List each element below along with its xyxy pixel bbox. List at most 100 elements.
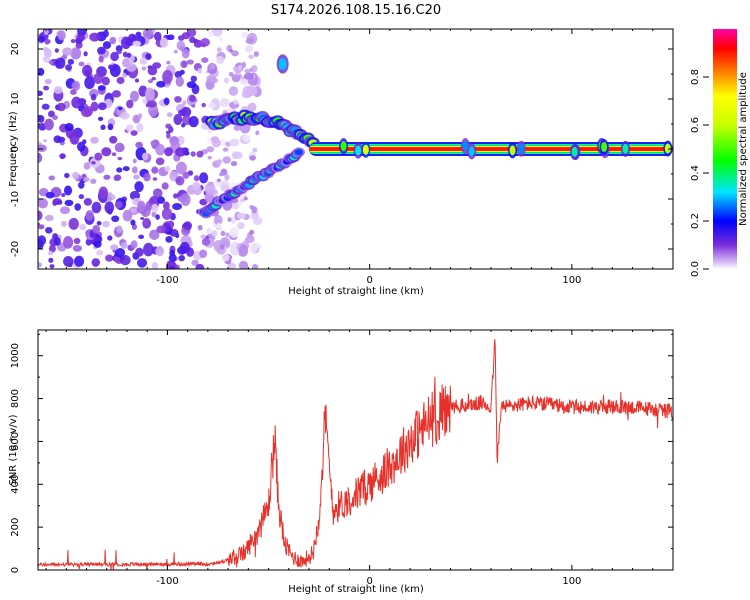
noise-speckle: [172, 202, 183, 211]
noise-speckle: [71, 96, 82, 109]
noise-speckle: [129, 208, 137, 214]
noise-speckle: [119, 255, 131, 266]
noise-speckle: [107, 192, 113, 198]
noise-speckle: [197, 224, 203, 231]
noise-speckle: [166, 133, 171, 139]
noise-speckle: [142, 29, 154, 38]
noise-speckle: [222, 156, 232, 164]
noise-speckle: [78, 181, 85, 189]
noise-speckle: [121, 58, 130, 68]
spectrogram-content: [38, 29, 673, 269]
noise-speckle: [48, 250, 53, 256]
carrier-bump: [622, 143, 629, 154]
noise-speckle: [53, 237, 61, 246]
noise-speckle: [165, 235, 173, 243]
noise-speckle: [91, 201, 102, 214]
noise-speckle: [64, 172, 70, 179]
noise-speckle: [227, 262, 237, 269]
noise-speckle: [38, 35, 45, 43]
snr-y-axis: 0 200 400 600 800 1000: [10, 333, 673, 573]
snr-ytick-label: 800: [10, 389, 21, 408]
noise-speckle: [186, 59, 194, 65]
noise-speckle: [110, 51, 120, 62]
noise-speckle: [137, 113, 143, 119]
carrier-band-layer: [308, 147, 673, 151]
noise-speckle: [174, 264, 180, 269]
noise-speckle: [122, 209, 133, 222]
noise-speckle: [209, 63, 216, 70]
noise-speckle: [65, 64, 73, 71]
noise-speckle: [48, 244, 56, 253]
spectrogram-ytick-label: -10: [10, 191, 21, 207]
noise-speckle: [91, 258, 101, 267]
snr-ytick-label: 0: [10, 567, 21, 573]
noise-speckle: [116, 225, 123, 234]
colorbar-ticks: 0.0 0.2 0.4 0.6 0.8: [690, 69, 709, 277]
noise-speckle: [237, 64, 243, 71]
noise-speckle: [38, 152, 43, 163]
noise-speckle: [243, 72, 254, 80]
noise-speckle: [126, 52, 132, 58]
noise-speckle: [115, 45, 123, 52]
noise-speckle: [48, 60, 53, 65]
noise-speckle: [122, 166, 130, 172]
noise-speckle: [232, 151, 243, 160]
noise-speckle: [79, 223, 87, 231]
noise-speckle: [93, 73, 104, 84]
noise-speckle: [107, 235, 113, 241]
noise-speckle: [140, 217, 145, 220]
noise-speckle: [211, 29, 223, 37]
noise-speckle: [176, 40, 186, 51]
noise-speckle: [82, 64, 93, 77]
spectrogram-ytick-label: 0: [10, 146, 21, 152]
noise-speckle: [249, 243, 258, 254]
noise-speckle: [101, 147, 112, 157]
noise-speckle: [166, 60, 171, 65]
noise-speckle: [157, 196, 166, 204]
noise-speckle: [64, 123, 74, 131]
noise-speckle: [174, 71, 182, 79]
carrier-bump: [340, 141, 347, 152]
figure-title: S174.2026.108.15.16.C20: [271, 3, 441, 18]
noise-speckle: [199, 249, 208, 259]
noise-speckle: [190, 75, 198, 83]
noise-speckle: [192, 181, 201, 191]
noise-speckle: [199, 198, 208, 206]
noise-speckle: [219, 98, 230, 108]
noise-speckle: [151, 203, 159, 213]
noise-speckle: [220, 244, 225, 250]
noise-speckle: [133, 174, 140, 180]
noise-speckle: [218, 36, 224, 42]
noise-speckle: [163, 97, 170, 106]
noise-speckle: [142, 98, 148, 104]
noise-speckle: [175, 161, 187, 175]
noise-speckle: [121, 72, 127, 78]
colorbar-tick-label: 0.8: [690, 69, 701, 85]
noise-speckle: [151, 166, 159, 174]
noise-speckle: [53, 86, 63, 94]
noise-speckle: [45, 214, 54, 222]
noise-speckle: [243, 196, 248, 201]
noise-speckle: [135, 141, 143, 149]
spectrogram-ytick-label: 10: [10, 93, 21, 106]
noise-speckle: [229, 49, 234, 53]
noise-speckle: [155, 214, 160, 220]
noise-speckle: [181, 122, 186, 128]
noise-speckle: [131, 166, 138, 174]
noise-speckle: [67, 58, 75, 65]
colorbar-tick-label: 0.2: [690, 213, 701, 229]
noise-speckle: [244, 237, 250, 243]
noise-speckle: [179, 241, 190, 253]
noise-speckle: [242, 134, 251, 142]
snr-xtick-label: -100: [156, 576, 179, 587]
noise-speckle: [237, 222, 245, 230]
noise-speckle: [164, 165, 171, 172]
noise-speckle: [94, 152, 103, 161]
noise-speckle: [241, 31, 249, 39]
noise-speckle: [98, 55, 104, 63]
noise-speckle: [38, 210, 43, 221]
noise-speckle: [201, 43, 206, 48]
noise-speckle: [76, 141, 86, 152]
noise-speckle: [72, 171, 79, 180]
noise-speckle: [118, 106, 123, 111]
